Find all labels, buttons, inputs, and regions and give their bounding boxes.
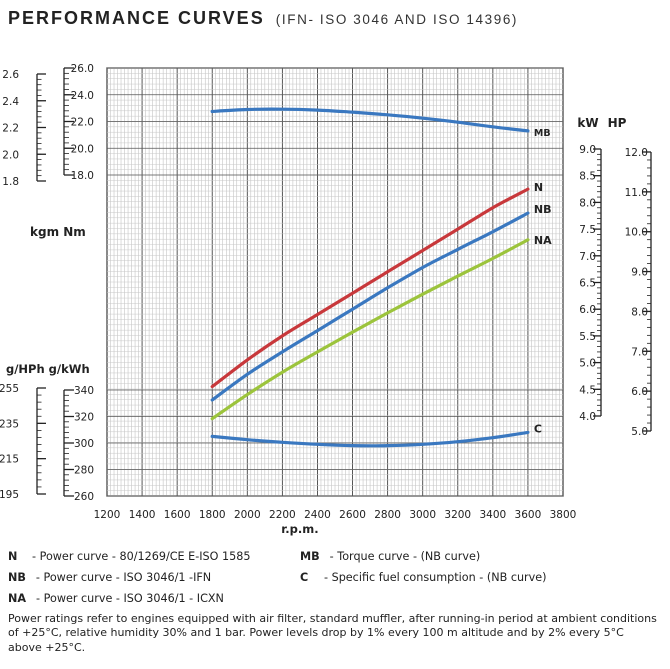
gkwh-axis-tick-label: 280 (74, 465, 94, 477)
hp-axis-tick-label: 11.0 (625, 187, 648, 199)
kw-axis-tick-label: 9.0 (579, 144, 596, 156)
kgm-axis-tick-label: 1.8 (2, 176, 19, 188)
x-tick-label: 3800 (550, 509, 577, 521)
hp-axis-tick-label: 9.0 (631, 267, 648, 279)
hp-axis-tick-label: 12.0 (625, 147, 648, 159)
gkwh-axis-tick-label: 260 (74, 491, 94, 503)
legend-text-nb: - Power curve - ISO 3046/1 -IFN (35, 571, 212, 584)
x-tick-label: 2600 (339, 509, 366, 521)
legend-text-na: - Power curve - ISO 3046/1 - ICXN (36, 592, 224, 605)
hp-axis-tick-label: 6.0 (631, 386, 648, 398)
curve-mb (210, 107, 530, 133)
footnote: Power ratings refer to engines equipped … (8, 612, 657, 654)
kw-axis-tick-label: 7.0 (579, 251, 596, 263)
chart-title-subtitle: (IFN- ISO 3046 AND ISO 14396) (275, 12, 519, 27)
legend-code-na: NA (8, 592, 27, 605)
ghph-axis-tick-label: 255 (0, 383, 19, 395)
x-tick-label: 2200 (269, 509, 296, 521)
ghph-axis-tick-label: 215 (0, 454, 19, 466)
chart-title-main: PERFORMANCE CURVES (8, 8, 265, 28)
legend-code-c: C (300, 571, 309, 584)
x-tick-label: 1200 (94, 509, 121, 521)
kw-axis-tick-label: 6.5 (579, 278, 596, 290)
gkwh-axis-tick-label: 320 (74, 412, 94, 424)
curve-n (210, 187, 530, 389)
legend-item-c: C - Specific fuel consumption - (NB curve… (300, 571, 547, 584)
kw-axis-tick-label: 6.0 (579, 304, 596, 316)
x-tick-label: 3000 (409, 509, 436, 521)
kw-axis-tick-label: 4.5 (579, 384, 596, 396)
nm-axis-tick-label: 26.0 (71, 63, 94, 75)
gkwh-axis-tick-label: 340 (74, 385, 94, 397)
kw-axis-tick-label: 5.0 (579, 358, 596, 370)
curve-label-mb: MB (534, 128, 551, 139)
kw-axis-tick-label: 7.5 (579, 224, 596, 236)
legend-code-nb: NB (8, 571, 26, 584)
x-tick-label: 3600 (515, 509, 542, 521)
ghph-axis-tick-label: 195 (0, 489, 19, 501)
x-tick-label: 1600 (164, 509, 191, 521)
kw-axis-tick-label: 5.5 (579, 331, 596, 343)
kw-axis-tick-label: 8.0 (579, 197, 596, 209)
legend-item-na: NA - Power curve - ISO 3046/1 - ICXN (8, 592, 224, 605)
x-tick-label: 1800 (199, 509, 226, 521)
legend-item-mb: MB - Torque curve - (NB curve) (300, 550, 480, 563)
torque-units-label: kgm Nm (30, 225, 86, 239)
kw-axis-tick-label: 4.0 (579, 411, 596, 423)
performance-chart: 1200 1400 1600 1800 2000 2200 2400 2600 2800 3000… (0, 63, 652, 536)
consumption-units-label: g/HPh g/kWh (6, 362, 90, 376)
curve-c (210, 430, 530, 448)
x-tick-label: 1400 (129, 509, 156, 521)
legend-text-c: - Specific fuel consumption - (NB curve) (324, 571, 547, 584)
x-axis-title: r.p.m. (281, 522, 318, 536)
legend-item-n: N - Power curve - 80/1269/CE E-ISO 1585 (8, 550, 251, 563)
legend-text-n: - Power curve - 80/1269/CE E-ISO 1585 (32, 550, 251, 563)
hp-axis-tick-label: 10.0 (625, 227, 648, 239)
nm-axis-tick-label: 18.0 (71, 170, 94, 182)
hp-units-label: HP (608, 116, 627, 130)
curve-label-nb: NB (534, 203, 552, 216)
kw-axis-tick-label: 8.5 (579, 171, 596, 183)
hp-axis-tick-label: 7.0 (631, 346, 648, 358)
nm-axis-tick-label: 24.0 (71, 90, 94, 102)
nm-axis-tick-label: 20.0 (71, 143, 94, 155)
chart-labels: 1200 1400 1600 1800 2000 2200 2400 2600 2800 3000… (0, 63, 648, 536)
legend-code-mb: MB (300, 550, 320, 563)
legend-text-mb: - Torque curve - (NB curve) (329, 550, 481, 563)
legend-code-n: N (8, 550, 18, 563)
ghph-axis-tick-label: 235 (0, 418, 19, 430)
curve-label-na: NA (534, 234, 552, 247)
x-tick-label: 3200 (444, 509, 471, 521)
legend-item-nb: NB - Power curve - ISO 3046/1 -IFN (8, 571, 211, 584)
curve-label-n: N (534, 181, 543, 194)
kgm-axis-tick-label: 2.0 (2, 149, 19, 161)
x-tick-label: 2000 (234, 509, 261, 521)
nm-axis-tick-label: 22.0 (71, 117, 94, 129)
kw-units-label: kW (577, 116, 598, 130)
chart-grid (106, 67, 564, 497)
kgm-axis-tick-label: 2.4 (2, 96, 19, 108)
chart-axes (36, 67, 652, 497)
x-tick-label: 2400 (304, 509, 331, 521)
chart-title: PERFORMANCE CURVES (IFN- ISO 3046 AND IS… (8, 8, 518, 29)
hp-axis-tick-label: 8.0 (631, 306, 648, 318)
kgm-axis-tick-label: 2.6 (2, 69, 19, 81)
curve-nb (210, 211, 530, 402)
curve-na (210, 238, 530, 421)
kgm-axis-tick-label: 2.2 (2, 123, 19, 135)
gkwh-axis-tick-label: 300 (74, 438, 94, 450)
hp-axis-tick-label: 5.0 (631, 426, 648, 438)
x-tick-label: 3400 (479, 509, 506, 521)
chart-curves (210, 107, 530, 448)
curve-label-c: C (534, 422, 542, 435)
x-tick-label: 2800 (374, 509, 401, 521)
